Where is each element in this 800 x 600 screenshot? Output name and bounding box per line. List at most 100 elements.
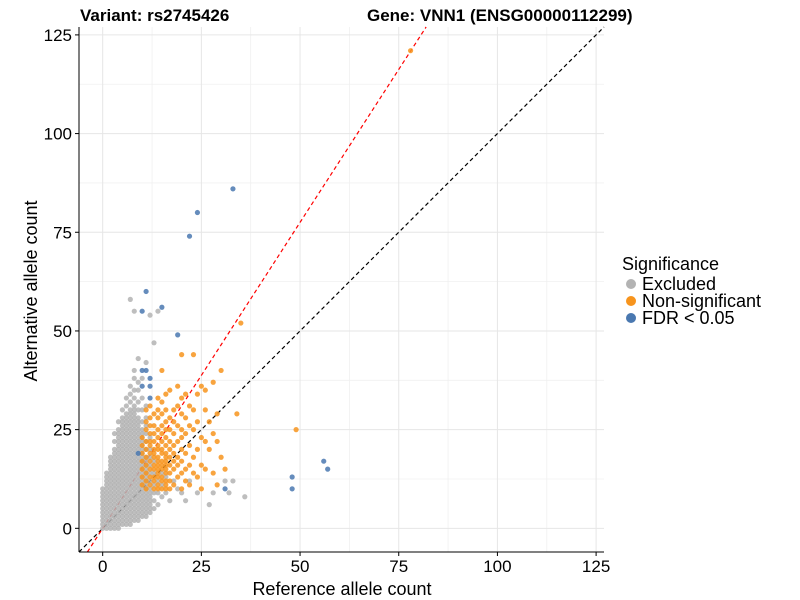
point-excluded	[131, 498, 137, 504]
reference-line-identity	[78, 26, 605, 553]
point-excluded	[107, 494, 114, 500]
point-excluded	[147, 434, 153, 441]
point-fdr-0-05	[289, 474, 295, 480]
point-non-significant	[202, 387, 208, 393]
point-excluded	[127, 391, 133, 397]
point-excluded	[119, 462, 126, 468]
point-non-significant	[151, 466, 157, 472]
point-non-significant	[171, 442, 177, 449]
point-excluded	[151, 482, 157, 488]
point-fdr-0-05	[147, 375, 153, 381]
point-non-significant	[179, 446, 185, 452]
point-non-significant	[155, 482, 161, 488]
point-excluded	[135, 494, 141, 500]
point-non-significant	[167, 427, 173, 433]
point-non-significant	[155, 415, 161, 421]
point-excluded	[135, 505, 141, 512]
point-excluded	[123, 521, 129, 527]
point-non-significant	[139, 466, 145, 472]
x-tick-label: 0	[98, 557, 107, 576]
point-non-significant	[167, 387, 173, 393]
point-excluded	[123, 415, 129, 421]
point-excluded	[127, 482, 133, 488]
point-excluded	[111, 509, 118, 516]
point-excluded	[111, 482, 118, 488]
point-excluded	[100, 517, 106, 524]
point-excluded	[115, 434, 122, 441]
point-excluded	[119, 502, 126, 508]
point-non-significant	[194, 474, 201, 480]
point-excluded	[135, 498, 141, 504]
point-excluded	[135, 423, 141, 429]
point-excluded	[147, 462, 153, 468]
point-fdr-0-05	[175, 332, 181, 338]
point-excluded	[100, 486, 106, 492]
point-excluded	[210, 490, 216, 496]
point-excluded	[139, 490, 145, 496]
point-fdr-0-05	[325, 466, 331, 472]
point-non-significant	[171, 466, 177, 472]
point-excluded	[107, 513, 114, 520]
point-excluded	[135, 458, 141, 464]
point-excluded	[115, 446, 122, 452]
point-non-significant	[143, 470, 149, 476]
point-excluded	[155, 478, 161, 484]
point-excluded	[119, 482, 126, 488]
point-non-significant	[179, 486, 185, 492]
point-non-significant	[182, 478, 189, 484]
point-non-significant	[206, 446, 212, 452]
point-excluded	[104, 474, 110, 480]
point-excluded	[127, 505, 133, 512]
point-excluded	[131, 505, 137, 512]
grid-lines	[79, 27, 604, 552]
point-excluded	[123, 458, 129, 464]
point-non-significant	[147, 415, 153, 421]
point-excluded	[107, 498, 114, 504]
point-excluded	[115, 498, 122, 504]
point-non-significant	[407, 48, 414, 54]
legend-label-non-significant: Non-significant	[642, 291, 761, 311]
point-non-significant	[139, 458, 145, 464]
point-non-significant	[238, 320, 244, 326]
point-excluded	[123, 430, 129, 437]
point-non-significant	[167, 470, 173, 476]
point-non-significant	[155, 486, 161, 492]
y-tick-label: 100	[44, 125, 72, 144]
point-excluded	[127, 423, 133, 429]
point-excluded	[135, 399, 141, 405]
point-excluded	[139, 505, 145, 512]
point-excluded	[115, 525, 122, 531]
point-excluded	[127, 454, 133, 460]
point-excluded	[111, 450, 118, 456]
point-excluded	[135, 407, 141, 413]
point-excluded	[119, 517, 126, 524]
point-non-significant	[167, 415, 173, 421]
point-excluded	[123, 474, 129, 480]
point-excluded	[131, 466, 137, 472]
point-excluded	[139, 509, 145, 516]
point-excluded	[143, 505, 149, 512]
point-excluded	[123, 466, 129, 472]
legend-swatch-non-significant	[626, 296, 636, 306]
point-non-significant	[159, 458, 165, 464]
point-non-significant	[159, 367, 165, 374]
point-excluded	[151, 490, 157, 496]
point-excluded	[111, 486, 118, 492]
point-excluded	[127, 509, 133, 516]
point-excluded	[115, 454, 122, 460]
point-excluded	[107, 458, 114, 464]
point-excluded	[139, 446, 145, 452]
point-excluded	[111, 458, 118, 464]
point-excluded	[139, 498, 145, 504]
point-excluded	[100, 490, 106, 496]
point-excluded	[139, 395, 145, 401]
point-excluded	[100, 502, 106, 508]
point-excluded	[131, 438, 137, 445]
point-excluded	[143, 494, 149, 500]
point-non-significant	[179, 395, 185, 401]
point-excluded	[119, 454, 126, 460]
point-non-significant	[163, 442, 169, 449]
point-excluded	[119, 521, 126, 527]
point-excluded	[127, 462, 133, 468]
point-excluded	[104, 482, 110, 488]
